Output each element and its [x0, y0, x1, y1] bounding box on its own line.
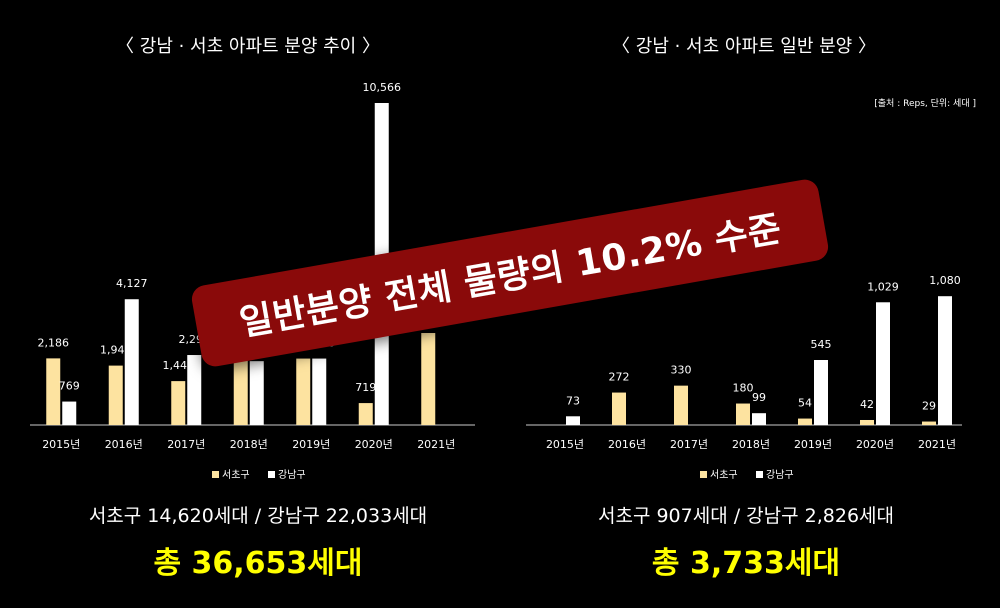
right-data-label: 272 [609, 371, 630, 384]
left-bar-seocho [233, 353, 248, 425]
left-data-label: 1,440 [163, 359, 195, 372]
right-bar-seocho [860, 419, 874, 425]
left-bar-seocho [358, 403, 373, 425]
right-data-label: 1,029 [867, 280, 899, 293]
left-data-label: 4,127 [116, 277, 148, 290]
left-total: 총 36,653세대 [153, 546, 362, 581]
right-bar-gangnam [752, 413, 766, 425]
right-x-tick-label: 2019년 [794, 438, 832, 451]
left-bar-seocho [296, 358, 311, 425]
right-data-label: 42 [860, 398, 874, 411]
left-legend-label: 강남구 [278, 469, 306, 481]
left-bar-gangnam [187, 355, 202, 425]
left-bar-gangnam [312, 358, 327, 425]
left-x-tick-label: 2020년 [355, 438, 393, 451]
left-legend-swatch [212, 471, 219, 478]
left-data-label: 2,186 [38, 336, 70, 349]
left-bar-gangnam [124, 299, 139, 425]
left-x-tick-label: 2019년 [292, 438, 330, 451]
left-x-tick-label: 2015년 [42, 438, 80, 451]
right-data-label: 73 [566, 394, 580, 407]
right-data-label: 29 [922, 400, 936, 413]
right-data-label: 1,080 [929, 274, 961, 287]
right-legend-label: 강남구 [766, 469, 794, 481]
right-x-tick-label: 2015년 [546, 438, 584, 451]
right-data-label: 545 [811, 338, 832, 351]
right-total: 총 3,733세대 [652, 546, 840, 581]
right-x-tick-label: 2021년 [918, 438, 956, 451]
left-chart-title: 〈 강남 · 서초 아파트 분양 추이 〉 [116, 36, 380, 57]
right-legend-label: 서초구 [710, 469, 738, 481]
right-legend-swatch [756, 471, 763, 478]
left-legend-label: 서초구 [222, 469, 250, 481]
right-bar-seocho [612, 392, 626, 425]
right-x-tick-label: 2018년 [732, 438, 770, 451]
left-data-label: 10,566 [363, 81, 402, 94]
left-x-tick-label: 2021년 [417, 438, 455, 451]
left-data-label: 719 [355, 381, 376, 394]
right-x-tick-label: 2016년 [608, 438, 646, 451]
right-data-label: 180 [733, 382, 754, 395]
right-x-tick-label: 2020년 [856, 438, 894, 451]
right-bar-gangnam [876, 302, 890, 425]
left-x-tick-label: 2016년 [105, 438, 143, 451]
left-bar-seocho [46, 358, 61, 425]
right-bar-seocho [674, 385, 688, 425]
left-bar-seocho [171, 381, 186, 425]
right-data-label: 330 [671, 364, 692, 377]
right-data-label: 54 [798, 397, 812, 410]
right-x-tick-label: 2017년 [670, 438, 708, 451]
left-bar-seocho [108, 365, 123, 425]
right-bar-gangnam [566, 416, 580, 425]
left-summary: 서초구 14,620세대 / 강남구 22,033세대 [89, 505, 427, 527]
left-x-tick-label: 2018년 [230, 438, 268, 451]
source-note: [출처 : Reps, 단위: 세대 ] [874, 97, 976, 109]
right-bar-seocho [798, 418, 812, 425]
left-bar-gangnam [62, 401, 77, 425]
right-data-label: 99 [752, 391, 766, 404]
left-bar-seocho [421, 332, 436, 425]
left-data-label: 769 [59, 380, 80, 393]
left-data-label: 1,949 [100, 344, 132, 357]
right-bar-gangnam [938, 296, 952, 425]
right-summary: 서초구 907세대 / 강남구 2,826세대 [598, 505, 894, 527]
right-bar-seocho [922, 421, 936, 425]
right-legend-swatch [700, 471, 707, 478]
right-bar-seocho [736, 403, 750, 425]
left-bar-gangnam [249, 361, 264, 425]
right-chart-title: 〈 강남 · 서초 아파트 일반 분양 〉 [612, 36, 876, 57]
left-x-tick-label: 2017년 [167, 438, 205, 451]
left-legend-swatch [268, 471, 275, 478]
right-bar-gangnam [814, 360, 828, 425]
